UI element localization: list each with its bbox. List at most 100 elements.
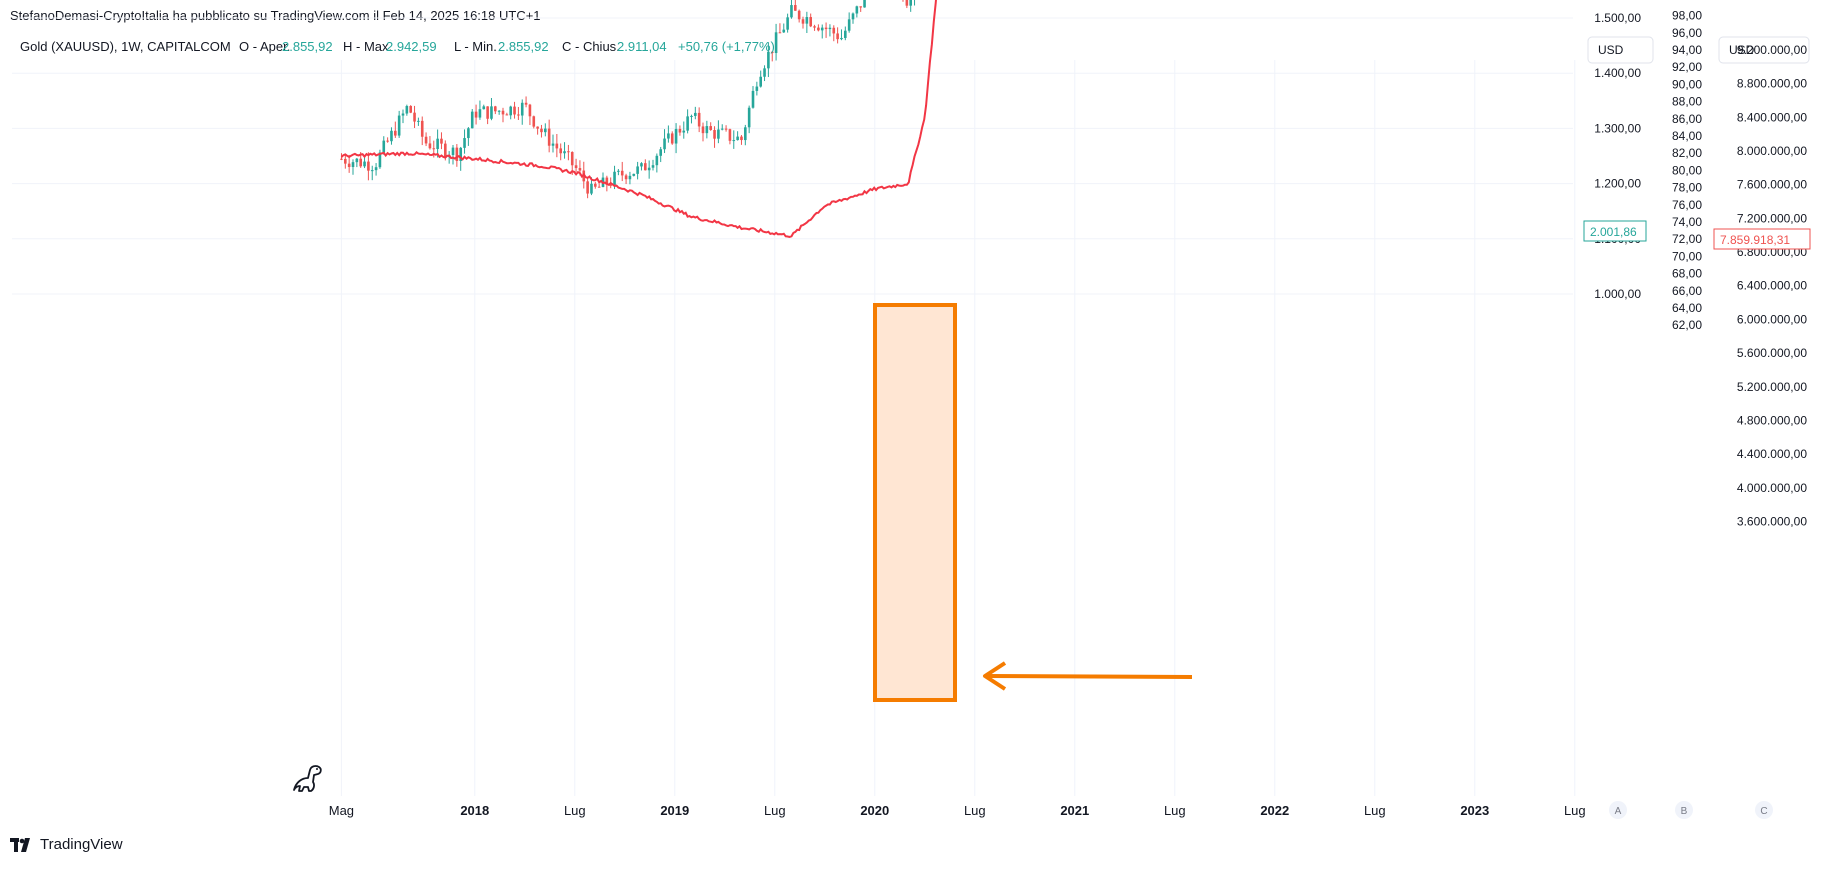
candle-body [617, 170, 620, 172]
candle-body [751, 90, 755, 108]
price-axis-c-tick: 6.000.000,00 [1737, 312, 1807, 326]
price-axis-b-tick: 98,00 [1672, 9, 1702, 23]
price-axis-c-tick: 4.800.000,00 [1737, 413, 1807, 427]
annotation-arrow [983, 661, 1193, 691]
candle-body [694, 112, 697, 116]
highlight-box-fill [875, 305, 955, 700]
candle-body [805, 17, 809, 24]
candle-body [544, 128, 547, 133]
time-axis-tick: 2023 [1460, 803, 1489, 818]
candle-body [713, 129, 716, 139]
candle-body [436, 138, 439, 149]
price-axis-a-tick: 1.400,00 [1594, 66, 1641, 80]
last-price-label: 2.001,86 [1590, 225, 1637, 239]
dinosaur-icon [293, 765, 322, 792]
price-axis-c-tick: 5.600.000,00 [1737, 346, 1807, 360]
time-axis-tick: Lug [964, 803, 986, 818]
scale-button-a[interactable] [1609, 801, 1627, 819]
annotation-arrow-head [983, 661, 1007, 691]
candle-body [836, 33, 839, 40]
candle-body [509, 106, 512, 116]
candle-body [463, 138, 466, 148]
candle-body [440, 138, 443, 144]
candle-body [628, 175, 632, 180]
candle-body [832, 27, 836, 34]
candle-body [520, 102, 524, 116]
candle-body [367, 161, 370, 171]
candle-body [459, 147, 462, 161]
candle-body [413, 112, 416, 122]
candle-body [401, 113, 405, 116]
candle-body [536, 126, 539, 129]
candle-body [790, 5, 793, 18]
tradingview-logo[interactable]: TradingView [10, 836, 123, 853]
currency-button-c[interactable] [1718, 36, 1810, 64]
price-axis-c-tick: 8.800.000,00 [1737, 77, 1807, 91]
price-axis-c-tick: 5.200.000,00 [1737, 380, 1807, 394]
legend-open-label: O - Aper. [239, 39, 290, 54]
price-axis-b-tick: 70,00 [1672, 249, 1702, 263]
candle-body [855, 6, 859, 14]
price-axis-b-tick: 66,00 [1672, 284, 1702, 298]
candle-body [728, 129, 732, 141]
price-axis-b-tick: 90,00 [1672, 77, 1702, 91]
candle-body [590, 183, 593, 194]
candle-body [636, 166, 639, 174]
scale-button-c[interactable] [1755, 801, 1773, 819]
time-axis-tick: 2022 [1260, 803, 1289, 818]
candle-body [444, 143, 447, 157]
candle-body [540, 128, 543, 133]
candle-body [363, 161, 366, 167]
candle-body [344, 158, 347, 164]
candles-layer [340, 0, 916, 199]
currency-button-a[interactable] [1587, 36, 1654, 64]
candle-body [697, 112, 701, 127]
candle-body [770, 51, 774, 54]
candle-body [640, 163, 643, 167]
candle-body [340, 158, 343, 160]
candle-body [567, 151, 570, 153]
candle-body [794, 5, 797, 11]
scale-button-b-label: B [1681, 806, 1688, 817]
candle-body [905, 0, 909, 6]
legend-low-label: L - Min. [454, 39, 497, 54]
candle-body [844, 30, 847, 38]
candle-body [717, 129, 720, 139]
annotation-arrow-shaft [987, 674, 1193, 679]
candle-body [736, 136, 739, 141]
candle-body [720, 128, 724, 130]
candle-body [586, 181, 589, 194]
price-axis-b-tick: 94,00 [1672, 43, 1702, 57]
candle-body [851, 13, 855, 20]
candle-body [763, 68, 766, 77]
scale-button-b[interactable] [1675, 801, 1693, 819]
candle-body [559, 148, 562, 154]
candle-body [467, 128, 470, 139]
price-axis-a-tick: 1.200,00 [1594, 177, 1641, 191]
candle-body [663, 138, 666, 150]
price-axis-b-tick: 72,00 [1672, 232, 1702, 246]
last-price-tag [1583, 220, 1647, 242]
tradingview-logo-icon [10, 837, 30, 852]
candle-body [797, 10, 801, 20]
scale-button-a-label: A [1615, 806, 1622, 817]
currency-label-a: USD [1598, 43, 1624, 57]
candle-body [740, 136, 743, 141]
price-axis-b-tick: 82,00 [1672, 146, 1702, 160]
candle-body [505, 114, 509, 116]
price-axis-b-tick: 84,00 [1672, 129, 1702, 143]
overlay-layer [340, 0, 937, 239]
time-axis-tick: Lug [1564, 803, 1586, 818]
time-axis-tick: 2020 [860, 803, 889, 818]
time-axis: Mag 2018 Lug 2019 Lug 2020 Lug 2021 Lug 2022 Lug 20… [329, 803, 1586, 818]
candle-body [820, 27, 824, 31]
time-axis-tick: Mag [329, 803, 354, 818]
price-axis-b-tick: 78,00 [1672, 181, 1702, 195]
candle-body [359, 158, 362, 167]
candle-body [644, 163, 647, 171]
legend-close-value: 2.911,04 [617, 39, 667, 54]
candle-body [705, 126, 709, 134]
candle-body [594, 183, 597, 187]
